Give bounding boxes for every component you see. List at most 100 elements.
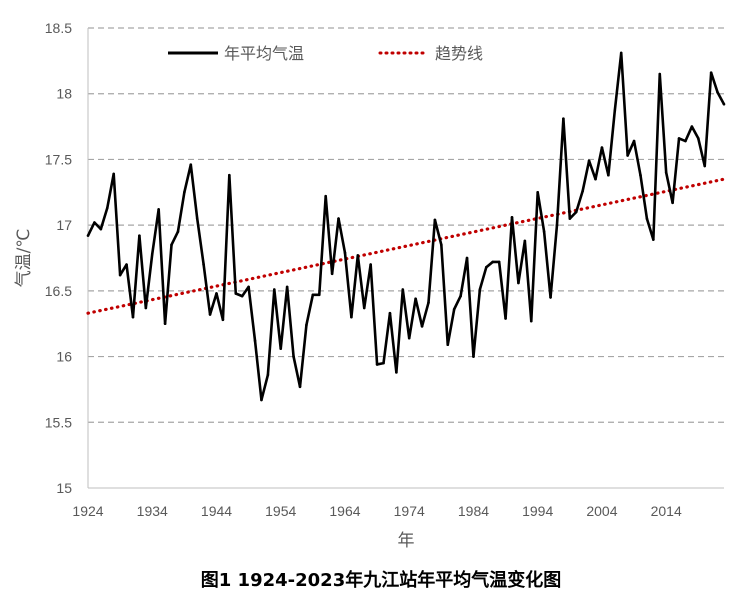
- data-point-2013: [658, 72, 662, 76]
- data-point-2016: [677, 137, 681, 140]
- data-point-1961: [324, 194, 327, 198]
- data-point-1935: [157, 208, 160, 211]
- y-tick-label: 17: [56, 217, 72, 233]
- x-tick-label: 1984: [458, 503, 489, 519]
- data-point-2017: [684, 139, 687, 143]
- data-point-2018: [690, 125, 694, 128]
- data-point-2014: [664, 171, 668, 174]
- legend-label-trend: 趋势线: [435, 44, 483, 63]
- data-point-2023: [722, 102, 726, 106]
- data-point-1997: [555, 223, 559, 227]
- data-point-2006: [613, 109, 617, 113]
- data-point-1942: [202, 263, 205, 266]
- data-point-1958: [305, 323, 308, 327]
- data-point-1953: [273, 288, 276, 291]
- data-point-2003: [594, 177, 597, 181]
- data-point-1950: [253, 339, 257, 343]
- data-point-1998: [562, 117, 565, 120]
- data-point-1995: [542, 230, 546, 234]
- data-point-1969: [375, 363, 379, 366]
- series-group: [86, 51, 726, 402]
- data-point-1933: [144, 306, 148, 310]
- grid-lines: [88, 27, 724, 423]
- x-axis-title: 年: [398, 531, 415, 551]
- data-point-1944: [215, 292, 218, 295]
- data-point-2010: [639, 173, 642, 177]
- y-tick-label: 16: [56, 349, 72, 365]
- data-point-2002: [587, 159, 591, 163]
- data-point-1966: [356, 254, 360, 257]
- data-point-2020: [703, 164, 707, 168]
- data-point-1931: [131, 315, 135, 319]
- x-tick-label: 1974: [394, 503, 425, 519]
- data-point-1927: [105, 206, 109, 210]
- data-point-1983: [465, 256, 469, 260]
- data-point-1964: [343, 251, 347, 255]
- data-point-1987: [491, 260, 495, 264]
- data-point-2012: [652, 238, 655, 241]
- y-tick-labels: 15 15.5 16 16.5 17 17.5 18 18.5: [45, 20, 72, 496]
- data-point-1943: [208, 313, 212, 316]
- data-point-2009: [632, 139, 636, 143]
- data-point-1968: [369, 263, 372, 266]
- axes: [87, 28, 724, 489]
- data-point-1974: [407, 336, 411, 340]
- data-point-1940: [189, 163, 193, 166]
- data-point-1970: [382, 361, 385, 365]
- data-point-1985: [478, 288, 482, 291]
- data-point-1982: [459, 294, 462, 298]
- data-point-1979: [440, 243, 443, 247]
- data-point-1962: [330, 272, 334, 276]
- x-tick-label: 1964: [329, 503, 360, 519]
- y-tick-label: 15.5: [45, 414, 72, 430]
- data-point-1996: [549, 296, 552, 299]
- x-tick-label: 1954: [265, 503, 296, 519]
- data-point-2008: [626, 154, 629, 157]
- x-tick-label: 1994: [522, 503, 553, 519]
- data-point-1929: [118, 273, 122, 277]
- data-point-1973: [401, 288, 405, 291]
- data-point-1941: [195, 217, 199, 220]
- data-point-1963: [337, 217, 340, 220]
- y-tick-label: 18: [56, 86, 72, 102]
- data-point-1948: [240, 294, 244, 298]
- x-tick-label: 1924: [72, 503, 103, 519]
- data-point-1959: [311, 293, 315, 297]
- x-tick-labels: 1924 1934 1944 1954 1964 1974 1984 1994 2004 2014: [72, 503, 682, 519]
- y-tick-label: 15: [56, 480, 72, 496]
- data-point-1945: [221, 318, 225, 322]
- x-tick-label: 1944: [201, 503, 232, 519]
- chart-title: 图1 1924-2023年九江站年平均气温变化图: [201, 569, 561, 591]
- data-point-1924: [86, 234, 90, 237]
- data-point-1980: [446, 343, 450, 347]
- data-point-1994: [536, 190, 539, 194]
- data-point-1954: [279, 347, 283, 350]
- data-point-1930: [125, 263, 128, 266]
- data-point-1977: [427, 301, 430, 304]
- y-tick-label: 16.5: [45, 283, 72, 299]
- observed-points: [86, 51, 726, 402]
- data-point-2015: [671, 201, 674, 205]
- data-point-1946: [228, 173, 231, 177]
- data-point-1955: [285, 285, 289, 289]
- data-point-1934: [150, 252, 154, 256]
- data-point-1926: [99, 227, 103, 231]
- x-tick-label: 2014: [651, 503, 682, 519]
- data-point-1990: [510, 215, 514, 219]
- x-tick-label: 1934: [137, 503, 168, 519]
- data-point-2007: [619, 51, 623, 55]
- data-point-2019: [697, 137, 700, 140]
- data-point-1939: [183, 190, 186, 194]
- data-point-1956: [292, 355, 295, 358]
- data-point-1972: [395, 371, 398, 374]
- y-tick-label: 18.5: [45, 20, 72, 36]
- legend: 年平均气温 趋势线: [168, 44, 483, 63]
- data-point-1978: [433, 218, 437, 222]
- data-point-1986: [485, 265, 488, 269]
- data-point-1947: [234, 292, 238, 295]
- series-line-trend: [86, 177, 726, 315]
- data-point-1938: [176, 230, 180, 234]
- data-point-1932: [138, 234, 141, 237]
- data-point-1960: [317, 293, 321, 297]
